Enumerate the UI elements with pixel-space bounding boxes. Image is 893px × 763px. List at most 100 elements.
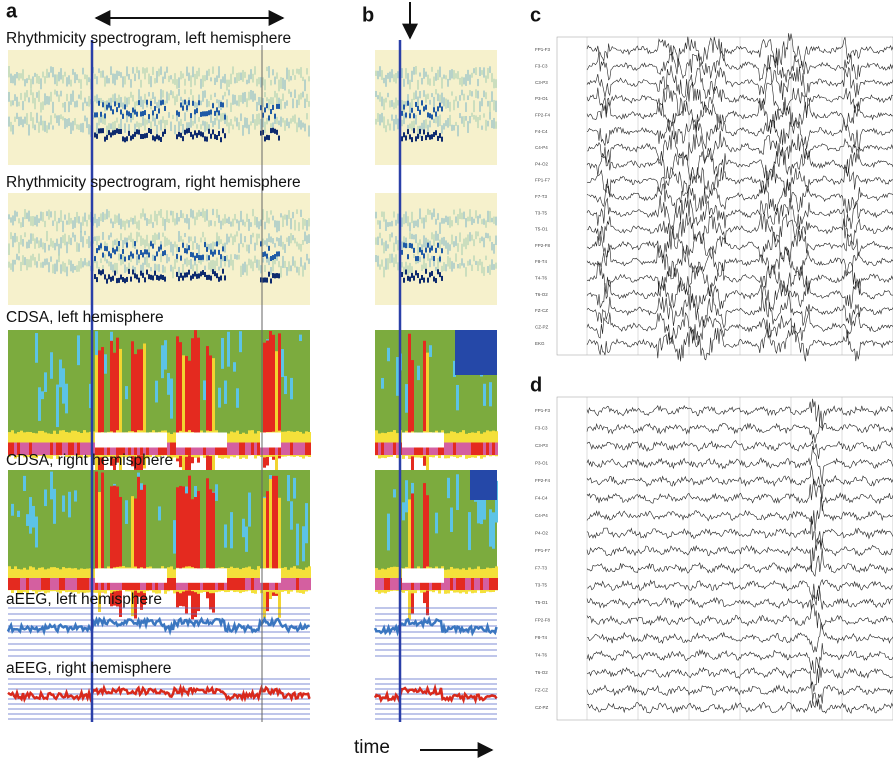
spectro-cell — [136, 66, 138, 74]
spectro-cell — [274, 114, 276, 124]
spectro-cell — [156, 214, 158, 226]
cdsa-cell — [456, 578, 459, 590]
spectro-cell — [60, 237, 62, 249]
cdsa-cell — [405, 480, 408, 513]
spectro-cell — [30, 216, 32, 226]
spectro-band — [220, 102, 222, 108]
spectro-cell — [66, 77, 68, 87]
cdsa-cell — [77, 442, 80, 455]
spectro-cell — [88, 77, 90, 83]
spectro-cell — [204, 121, 206, 132]
spectro-cell — [435, 73, 437, 81]
spectro-band — [180, 272, 182, 278]
spectro-cell — [421, 244, 423, 254]
spectro-band — [198, 255, 200, 261]
cdsa-cell — [197, 432, 200, 448]
spectro-cell — [122, 254, 124, 265]
spectro-cell — [100, 70, 102, 78]
spectro-cell — [493, 99, 495, 111]
spectro-cell — [32, 253, 34, 261]
spectro-cell — [471, 234, 473, 241]
channel-label: T5-O1 — [535, 227, 548, 232]
spectro-cell — [118, 94, 120, 103]
cdsa-cell — [167, 578, 170, 590]
cdsa-cell — [438, 578, 441, 590]
spectro-band — [407, 254, 409, 260]
spectro-band — [160, 136, 162, 142]
cdsa-cell — [140, 568, 143, 583]
spectro-band — [114, 129, 116, 135]
cdsa-cell — [146, 442, 149, 455]
spectro-cell — [232, 236, 234, 246]
spectro-cell — [417, 242, 419, 255]
spectro-cell — [493, 264, 495, 270]
spectro-band — [224, 133, 226, 139]
spectro-band — [150, 129, 152, 135]
cdsa-cell — [302, 526, 305, 562]
channel-label: F8-T4 — [535, 635, 547, 640]
spectro-cell — [403, 113, 405, 125]
cdsa-cell — [441, 578, 444, 590]
spectro-cell — [74, 234, 76, 242]
cdsa-cell — [269, 479, 272, 600]
spectro-cell — [134, 215, 136, 224]
cdsa-cell — [188, 432, 191, 448]
cdsa-cell — [402, 578, 405, 590]
spectro-band — [116, 128, 118, 134]
spectro-cell — [447, 256, 449, 267]
spectro-cell — [74, 266, 76, 271]
spectro-cell — [132, 113, 134, 120]
cdsa-cell — [423, 432, 426, 448]
spectro-cell — [256, 78, 258, 87]
spectro-band — [435, 247, 437, 253]
spectro-cell — [66, 118, 68, 128]
spectro-cell — [429, 240, 431, 251]
cdsa-cell — [408, 442, 411, 455]
spectro-cell — [393, 74, 395, 82]
spectro-cell — [280, 77, 282, 89]
panel-title: Rhythmicity spectrogram, left hemisphere — [6, 30, 291, 47]
spectro-cell — [200, 78, 202, 89]
spectro-band — [204, 111, 206, 117]
spectro-cell — [453, 70, 455, 80]
spectro-cell — [80, 79, 82, 89]
cdsa-cell — [68, 442, 71, 455]
spectro-cell — [72, 232, 74, 238]
cdsa-cell — [266, 432, 269, 448]
spectro-cell — [158, 120, 160, 125]
spectro-band — [202, 270, 204, 276]
spectro-cell — [8, 243, 10, 255]
spectro-cell — [473, 239, 475, 247]
spectro-cell — [429, 258, 431, 268]
spectro-band — [415, 270, 417, 276]
spectro-cell — [308, 218, 310, 227]
spectro-cell — [40, 211, 42, 221]
spectro-cell — [174, 241, 176, 248]
spectro-band — [110, 132, 112, 138]
cdsa-cell — [80, 578, 83, 590]
spectro-band — [264, 277, 266, 283]
spectro-cell — [308, 76, 310, 82]
spectro-cell — [391, 220, 393, 227]
spectro-cell — [102, 212, 104, 222]
cdsa-cell — [92, 578, 95, 590]
cdsa-cell — [227, 331, 230, 367]
spectro-cell — [377, 70, 379, 80]
spectro-cell — [54, 113, 56, 119]
cdsa-cell — [209, 568, 212, 583]
spectro-cell — [18, 73, 20, 81]
spectro-cell — [184, 258, 186, 265]
spectro-band — [423, 106, 425, 112]
spectro-cell — [405, 261, 407, 271]
spectro-cell — [50, 91, 52, 102]
channel-label: F4-C4 — [535, 129, 548, 134]
spectro-cell — [146, 119, 148, 125]
cdsa-cell — [194, 578, 197, 590]
spectro-cell — [104, 118, 106, 125]
cdsa-cell — [146, 568, 149, 583]
spectro-cell — [407, 243, 409, 248]
spectro-cell — [437, 93, 439, 102]
cdsa-cell — [200, 432, 203, 448]
spectro-cell — [485, 220, 487, 228]
spectro-cell — [62, 116, 64, 121]
